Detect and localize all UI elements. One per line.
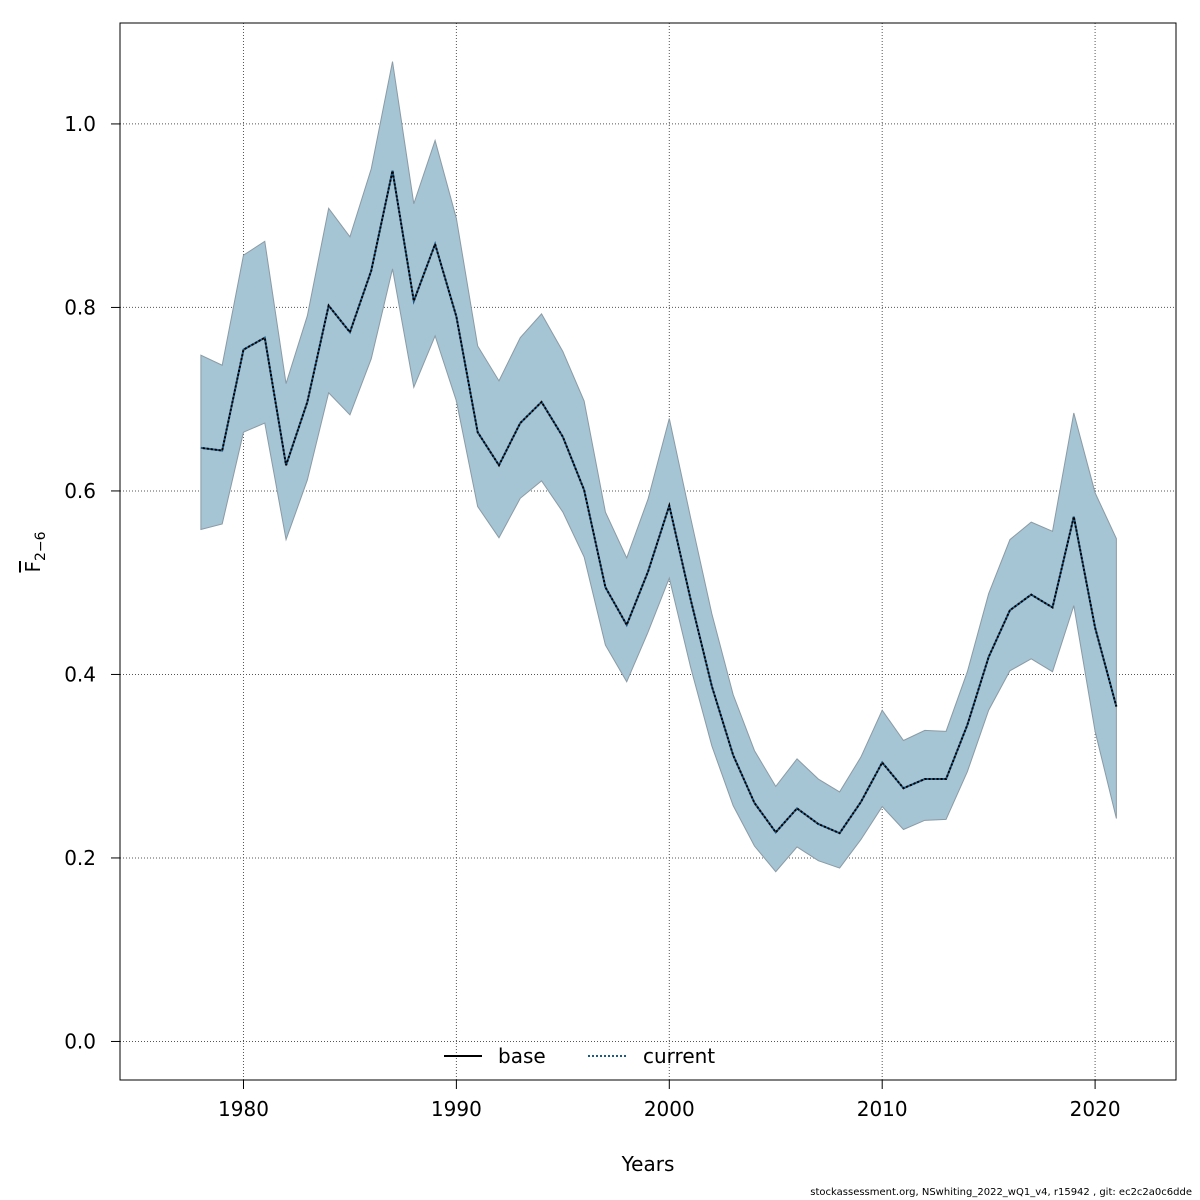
x-tick-label-2020: 2020 [1070, 1097, 1121, 1121]
y-tick-label-0.6: 0.6 [64, 479, 96, 503]
y-tick-label-0.0: 0.0 [64, 1029, 96, 1053]
y-axis-title: F2−6 [21, 531, 49, 572]
x-tick-label-2010: 2010 [857, 1097, 908, 1121]
legend-label-current: current [643, 1044, 715, 1068]
x-axis-ticks: 1980 1990 2000 2010 2020 [218, 1080, 1121, 1121]
series-line-current [200, 170, 1118, 835]
x-tick-label-2000: 2000 [644, 1097, 695, 1121]
y-tick-label-0.8: 0.8 [64, 295, 96, 319]
y-tick-label-0.4: 0.4 [64, 662, 96, 686]
legend: base current [444, 1044, 715, 1068]
confidence-band [200, 61, 1117, 873]
legend-label-base: base [498, 1044, 546, 1068]
series-lines-layer [200, 170, 1118, 835]
series-line-current-overlay [200, 170, 1118, 835]
y-axis-title-main: F [21, 561, 45, 573]
y-axis-title-subscript: 2−6 [33, 531, 49, 561]
y-axis-ticks: 0.0 0.2 0.4 0.6 0.8 1.0 [64, 112, 120, 1053]
footer-credit: stockassessment.org, NSwhiting_2022_wQ1_… [810, 1187, 1192, 1198]
y-tick-label-0.2: 0.2 [64, 846, 96, 870]
svg-text:F2−6: F2−6 [21, 531, 49, 572]
plot-frame [119, 22, 1177, 1081]
x-tick-label-1990: 1990 [431, 1097, 482, 1121]
x-tick-label-1980: 1980 [218, 1097, 269, 1121]
confidence-band-layer [200, 61, 1117, 873]
x-axis-title: Years [621, 1152, 675, 1176]
y-tick-label-1.0: 1.0 [64, 112, 96, 136]
